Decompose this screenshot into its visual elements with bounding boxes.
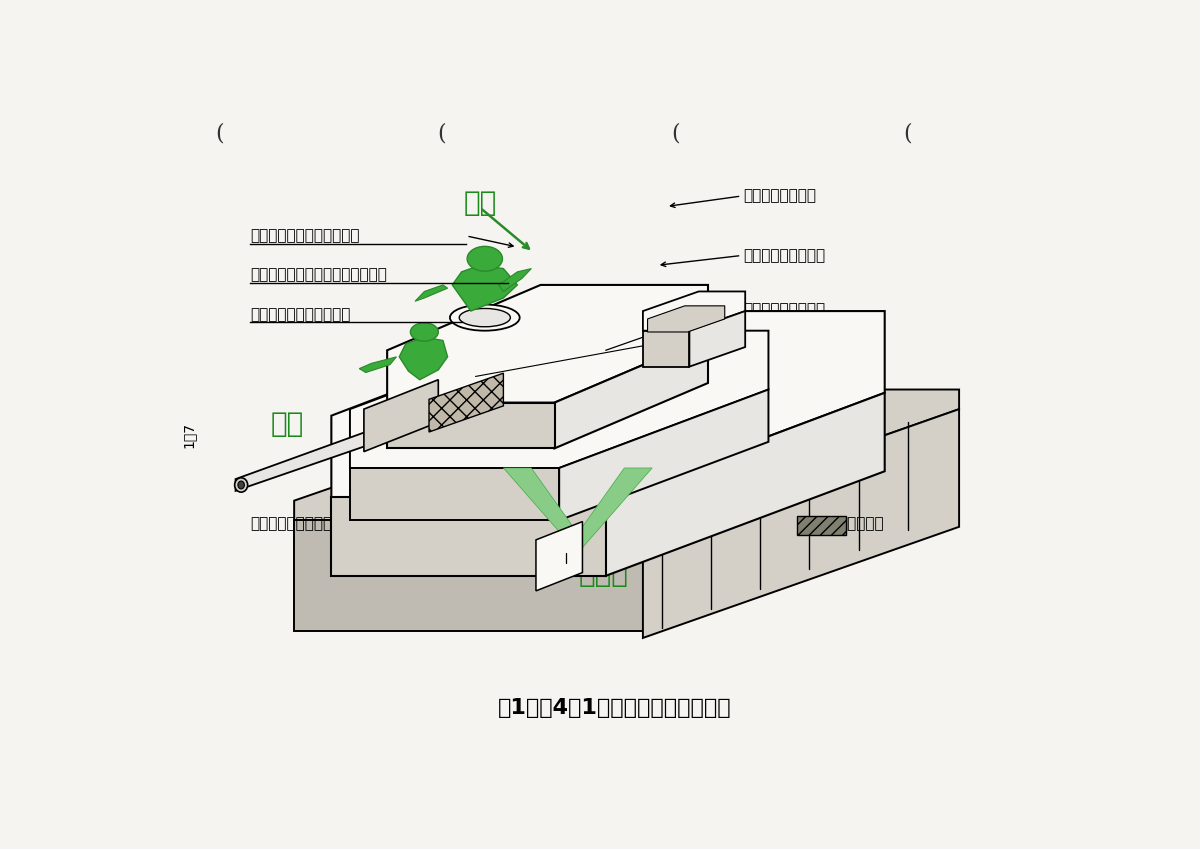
Polygon shape bbox=[499, 268, 532, 291]
Text: 視察装置（その１）: 視察装置（その１） bbox=[743, 248, 826, 263]
Polygon shape bbox=[430, 374, 504, 432]
Polygon shape bbox=[294, 390, 959, 520]
Polygon shape bbox=[235, 424, 388, 491]
Text: 模擬車体（その１）: 模擬車体（その１） bbox=[743, 302, 826, 318]
Ellipse shape bbox=[467, 246, 503, 271]
Ellipse shape bbox=[460, 308, 510, 327]
Polygon shape bbox=[388, 285, 708, 402]
Polygon shape bbox=[648, 306, 725, 332]
Polygon shape bbox=[643, 291, 745, 331]
Text: 砲手用照準装置（その２）: 砲手用照準装置（その２） bbox=[601, 436, 710, 451]
Bar bbox=[797, 515, 846, 536]
Polygon shape bbox=[359, 357, 396, 373]
Polygon shape bbox=[364, 380, 438, 452]
Polygon shape bbox=[294, 520, 643, 632]
Text: 砲塔部（その１）: 砲塔部（その１） bbox=[743, 188, 816, 204]
Text: 1－7: 1－7 bbox=[182, 422, 196, 448]
Polygon shape bbox=[504, 468, 653, 553]
Polygon shape bbox=[331, 311, 884, 498]
Text: (: ( bbox=[216, 122, 224, 144]
Polygon shape bbox=[415, 285, 448, 301]
Text: 砲手: 砲手 bbox=[271, 409, 305, 437]
Polygon shape bbox=[606, 393, 884, 576]
Text: 車長用照準装置（その２）: 車長用照準装置（その２） bbox=[251, 228, 360, 244]
Polygon shape bbox=[350, 468, 559, 520]
Ellipse shape bbox=[238, 481, 245, 489]
Text: 図1．　4－1　将来車両装置鳥瞰図: 図1． 4－1 将来車両装置鳥瞰図 bbox=[498, 698, 732, 718]
Polygon shape bbox=[559, 390, 768, 520]
Text: （その２）: （その２） bbox=[839, 516, 884, 531]
Polygon shape bbox=[388, 402, 554, 448]
Text: (: ( bbox=[904, 122, 912, 144]
Ellipse shape bbox=[235, 478, 247, 492]
Text: 車長用操作・表示装置（その２）: 車長用操作・表示装置（その２） bbox=[251, 267, 388, 283]
Text: (: ( bbox=[437, 122, 445, 144]
Text: 車長: 車長 bbox=[463, 189, 497, 217]
Polygon shape bbox=[536, 521, 582, 591]
Ellipse shape bbox=[450, 305, 520, 330]
Polygon shape bbox=[350, 331, 768, 468]
Polygon shape bbox=[643, 331, 689, 367]
Ellipse shape bbox=[410, 323, 438, 341]
Polygon shape bbox=[331, 498, 606, 576]
Polygon shape bbox=[554, 337, 708, 448]
Text: 操縦手: 操縦手 bbox=[578, 559, 629, 588]
Polygon shape bbox=[400, 337, 448, 380]
Text: (: ( bbox=[671, 122, 679, 144]
Text: 直接照準眼鏡（その２）: 直接照準眼鏡（その２） bbox=[251, 306, 350, 322]
Polygon shape bbox=[689, 311, 745, 367]
Text: 砲手用操作・表示装置（その２）: 砲手用操作・表示装置（その２） bbox=[251, 516, 388, 531]
Polygon shape bbox=[643, 409, 959, 638]
Polygon shape bbox=[452, 265, 517, 311]
